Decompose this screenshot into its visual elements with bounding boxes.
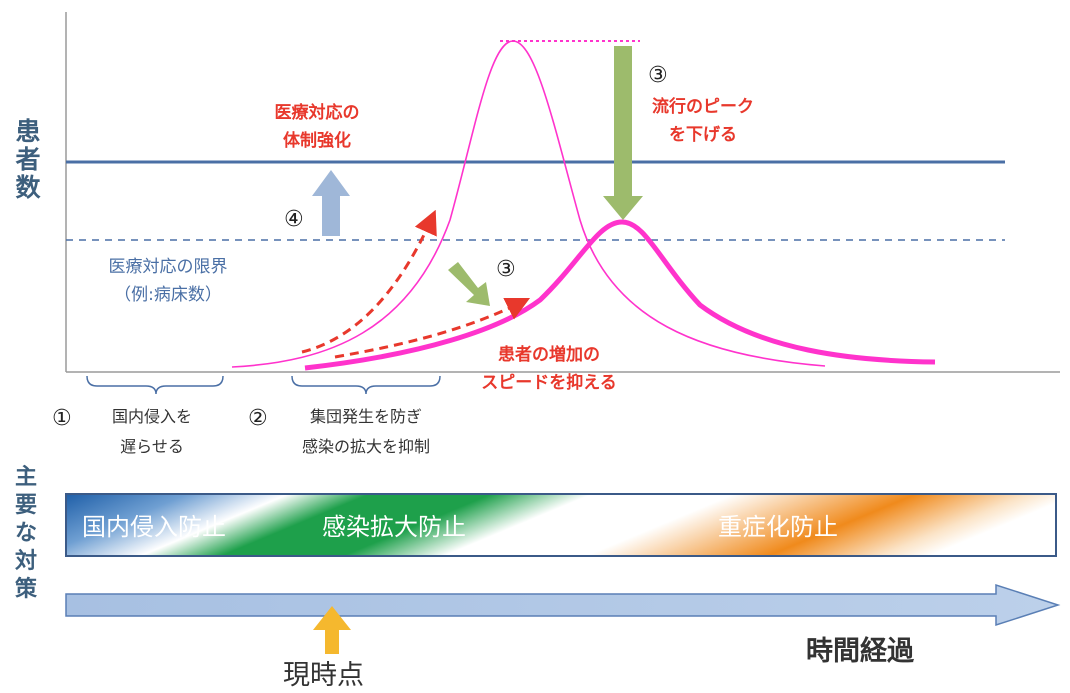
phase2-brace: [291, 375, 441, 395]
phase1-brace: [86, 375, 224, 395]
now-marker-arrow: [313, 606, 351, 654]
capacity-limit-label: 医療対応の限界（例:病床数）: [109, 257, 228, 305]
phase2-label: 集団発生を防ぎ感染の拡大を抑制: [302, 407, 430, 456]
phase1-label: 国内侵入を遅らせる: [112, 407, 192, 456]
band-label-spread-prevention: 感染拡大防止: [322, 513, 466, 541]
circle-number-3-top: ③: [648, 63, 668, 88]
strengthen-arrow: [312, 170, 350, 236]
band-label-severity-prevention: 重症化防止: [718, 513, 838, 541]
peak-label: 流行のピークを下げる: [652, 96, 754, 145]
time-arrow: [65, 583, 1061, 627]
time-label: 時間経過: [806, 635, 915, 667]
now-label: 現時点: [283, 660, 364, 691]
circle-number-1: ①: [52, 406, 72, 431]
measures-title: 主要な対策: [15, 465, 38, 602]
band-label-entry-prevention: 国内侵入防止: [82, 513, 226, 541]
y-axis-label: 患者数: [15, 117, 41, 202]
fast-increase-arrow: [301, 209, 437, 354]
flattened-curve: [304, 219, 936, 371]
slow-down-arrow: [448, 262, 490, 306]
circle-number-2: ②: [248, 406, 268, 431]
circle-number-4: ④: [284, 207, 304, 232]
high-peak-curve: [231, 40, 826, 368]
increase-speed-label: 患者の増加のスピードを抑える: [481, 344, 617, 393]
lower-peak-arrow: [603, 46, 643, 220]
measures-band: [65, 493, 1057, 557]
circle-number-3-middle: ③: [496, 257, 516, 282]
strengthen-label: 医療対応の体制強化: [275, 102, 360, 151]
